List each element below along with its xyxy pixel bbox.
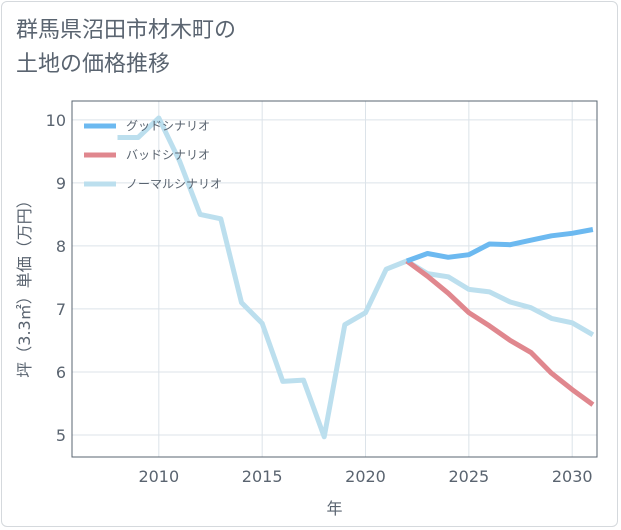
x-tick-label: 2015 <box>242 467 283 486</box>
y-tick-label: 9 <box>56 174 66 193</box>
y-tick-label: 7 <box>56 300 66 319</box>
plot-area <box>71 100 598 458</box>
y-tick-label: 6 <box>56 363 66 382</box>
grid <box>72 101 597 457</box>
x-tick-label: 2010 <box>138 467 179 486</box>
tick-labels: 2010 2015 2020 2025 2030 5 6 7 8 9 10 <box>46 111 593 486</box>
x-axis-title: 年 <box>326 499 342 518</box>
series-line-3 <box>117 115 595 440</box>
series-line-1 <box>405 227 594 264</box>
series-line-2 <box>405 258 595 407</box>
y-axis-title: 坪（3.3㎡）単価（万円） <box>15 192 34 377</box>
legend-label: グッドシナリオ <box>126 119 210 133</box>
y-tick-label: 5 <box>56 426 66 445</box>
legend-label: ノーマルシナリオ <box>126 177 222 191</box>
x-tick-label: 2030 <box>552 467 593 486</box>
x-tick-label: 2020 <box>345 467 386 486</box>
legend-label: バッドシナリオ <box>126 148 210 162</box>
y-tick-label: 8 <box>56 237 66 256</box>
y-tick-label: 10 <box>46 111 66 130</box>
x-tick-label: 2025 <box>448 467 489 486</box>
chart-title: 群馬県沼田市材木町の 土地の価格推移 <box>16 18 237 77</box>
series-layer <box>117 115 595 440</box>
